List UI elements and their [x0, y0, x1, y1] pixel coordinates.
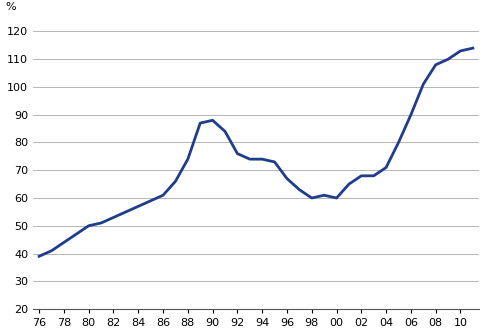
Y-axis label: %: %: [5, 2, 16, 12]
